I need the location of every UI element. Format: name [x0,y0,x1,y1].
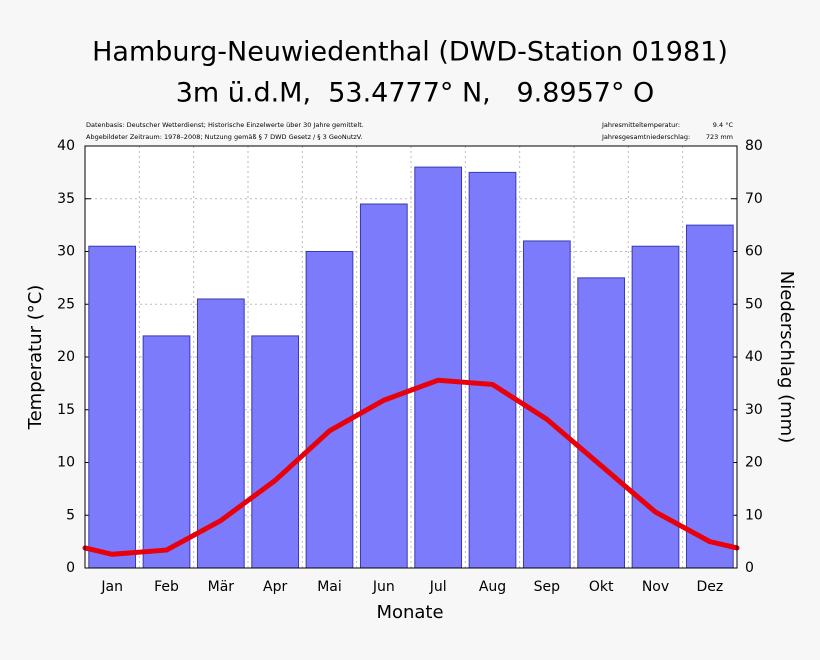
y2-tick-label: 20 [745,455,763,471]
y-tick-label: 5 [66,507,75,523]
x-tick-label: Jun [372,579,395,595]
x-tick-label: Okt [589,579,614,595]
x-tick-label: Jul [429,579,447,595]
y2-tick-label: 60 [745,244,763,260]
note: 723 mm [706,133,733,141]
x-tick-label: Sep [534,579,561,595]
x-axis-label: Monate [376,602,443,623]
y2-tick-label: 80 [745,138,763,154]
line-wrap [82,545,115,557]
x-tick-label: Feb [154,579,179,595]
x-tick-label: Aug [479,579,506,595]
x-tick-label: Mär [208,579,235,595]
y2-tick-label: 10 [745,507,763,523]
y2-tick-label: 30 [745,402,763,418]
bar [468,171,517,569]
y2-tick-label: 70 [745,191,763,207]
bar [359,203,408,569]
x-tick-label: Mai [317,579,342,595]
note: Jahresgesamtniederschlag: [601,133,690,141]
bar [577,277,626,569]
y-tick-label: 30 [57,244,75,260]
note: Abgebildeter Zeitraum: 1978–2008; Nutzun… [86,133,362,141]
y-tick-label: 35 [57,191,75,207]
note: Datenbasis: Deutscher Wetterdienst; Hist… [86,121,364,129]
note: 9.4 °C [713,121,734,129]
y-tick-label: 20 [57,349,75,365]
y-tick-label: 10 [57,455,75,471]
y-tick-label: 15 [57,402,75,418]
y2-tick-label: 50 [745,296,763,312]
y2-axis-label: Niederschlag (mm) [776,271,797,443]
chart-subtitle: 3m ü.d.M, 53.4777° N, 9.8957° O [176,78,655,109]
bar [251,335,300,569]
temperature-line [111,377,712,557]
plot-frame [84,145,738,569]
bar [685,224,734,569]
y2-tick-label: 40 [745,349,763,365]
x-tick-label: Nov [642,579,669,595]
x-tick-label: Apr [263,579,287,595]
note: Jahresmitteltemperatur: [601,121,680,129]
x-tick-label: Dez [696,579,723,595]
bar [142,335,191,569]
y-tick-label: 0 [66,560,75,576]
bar [522,240,571,569]
bar [88,245,137,569]
bar [414,166,463,569]
y2-tick-label: 0 [745,560,754,576]
x-tick-label: Jan [100,579,123,595]
bar [305,251,354,569]
y-axis-label: Temperatur (°C) [25,285,46,431]
y-tick-label: 25 [57,296,75,312]
line-wrap [707,539,740,551]
y-tick-label: 40 [57,138,75,154]
chart-title: Hamburg-Neuwiedenthal (DWD-Station 01981… [92,37,728,68]
